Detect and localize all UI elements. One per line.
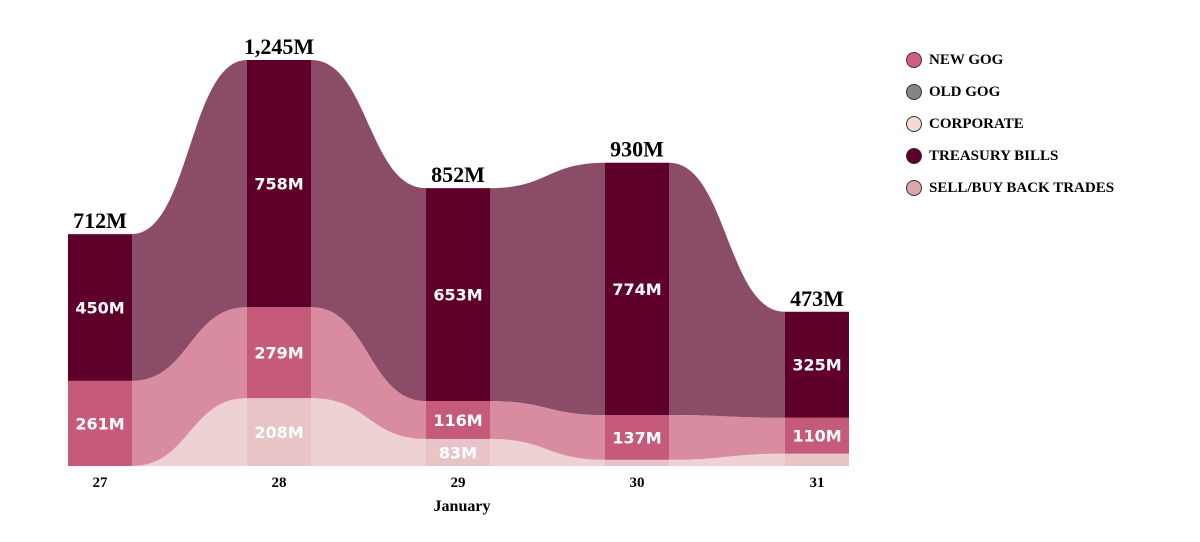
bar-segment-new-gog-31 [785, 417, 849, 454]
ribbon-treasury-bills-30-31 [669, 162, 785, 418]
legend-label: TREASURY BILLS [929, 147, 1059, 164]
ribbons [132, 60, 785, 466]
bar-segment-treasury-bills-27 [68, 234, 132, 381]
total-label-27: 712M [73, 208, 127, 233]
legend-label: OLD GOG [929, 83, 1001, 100]
legend-item-corporate: CORPORATE [906, 108, 1114, 140]
ribbon-treasury-bills-29-30 [490, 162, 605, 416]
bar-segment-treasury-bills-30 [605, 162, 669, 416]
x-axis-title: January [434, 498, 491, 515]
ribbon-corporate-29-30 [490, 438, 605, 466]
bar-segment-corporate-30 [605, 459, 669, 466]
segment-label-corporate-28: 208M [254, 423, 303, 442]
x-tick-label-27: 27 [93, 475, 109, 491]
legend: NEW GOG OLD GOG CORPORATE TREASURY BILLS SEL… [906, 44, 1114, 204]
legend-label: NEW GOG [929, 51, 1004, 68]
bar-segment-new-gog-27 [68, 380, 132, 466]
legend-swatch-icon [906, 148, 922, 164]
legend-item-old-gog: OLD GOG [906, 76, 1114, 108]
ribbon-new-gog-27-28 [132, 307, 247, 466]
legend-swatch-icon [906, 52, 922, 68]
ribbon-treasury-bills-28-29 [311, 60, 426, 402]
total-label-30: 930M [610, 137, 664, 162]
x-tick-label-31: 31 [810, 475, 825, 491]
legend-label: CORPORATE [929, 115, 1024, 132]
bar-segment-new-gog-28 [247, 307, 311, 399]
total-label-28: 1,245M [244, 34, 315, 59]
segment-label-corporate-29: 83M [439, 443, 477, 462]
segment-label-new-gog-29: 116M [433, 411, 482, 430]
legend-item-new-gog: NEW GOG [906, 44, 1114, 76]
segment-labels: 261M 450M 208M 279M 758M 83M 116M 653M 137M 774M 1… [75, 175, 841, 463]
ribbon-new-gog-28-29 [311, 307, 426, 439]
total-labels: 712M 1,245M 852M 930M 473M [73, 34, 844, 311]
legend-item-sell-buy-back-trades: SELL/BUY BACK TRADES [906, 172, 1114, 204]
legend-swatch-icon [906, 84, 922, 100]
segment-label-new-gog-27: 261M [75, 414, 124, 433]
legend-item-treasury-bills: TREASURY BILLS [906, 140, 1114, 172]
bar-segment-new-gog-29 [426, 401, 490, 439]
segment-label-treasury-bills-31: 325M [792, 356, 841, 375]
segment-label-new-gog-28: 279M [254, 344, 303, 363]
ribbon-new-gog-29-30 [490, 401, 605, 460]
bar-segment-treasury-bills-29 [426, 188, 490, 402]
segment-label-treasury-bills-29: 653M [433, 286, 482, 305]
bar-segment-corporate-28 [247, 398, 311, 466]
x-tick-label-29: 29 [451, 475, 466, 491]
total-label-29: 852M [431, 162, 485, 187]
ribbon-new-gog-30-31 [669, 415, 785, 460]
ribbon-corporate-30-31 [669, 453, 785, 466]
legend-swatch-icon [906, 180, 922, 196]
segment-label-new-gog-31: 110M [792, 427, 841, 446]
x-tick-label-30: 30 [630, 475, 645, 491]
ribbon-corporate-28-29 [311, 398, 426, 466]
x-axis-ticks: 27 28 29 30 31 [93, 475, 825, 491]
bar-segment-corporate-29 [426, 438, 490, 466]
bar-segment-corporate-31 [785, 453, 849, 466]
ribbon-treasury-bills-27-28 [132, 60, 247, 381]
legend-label: SELL/BUY BACK TRADES [929, 179, 1115, 196]
x-tick-label-28: 28 [272, 475, 287, 491]
bar-segment-treasury-bills-28 [247, 60, 311, 308]
bar-segment-treasury-bills-31 [785, 311, 849, 418]
bar-segment-new-gog-30 [605, 415, 669, 460]
total-label-31: 473M [790, 286, 844, 311]
segment-label-treasury-bills-27: 450M [75, 299, 124, 318]
segment-label-new-gog-30: 137M [612, 428, 661, 447]
bars [68, 60, 849, 466]
segment-label-treasury-bills-30: 774M [612, 280, 661, 299]
legend-swatch-icon [906, 116, 922, 132]
segment-label-treasury-bills-28: 758M [254, 175, 303, 194]
